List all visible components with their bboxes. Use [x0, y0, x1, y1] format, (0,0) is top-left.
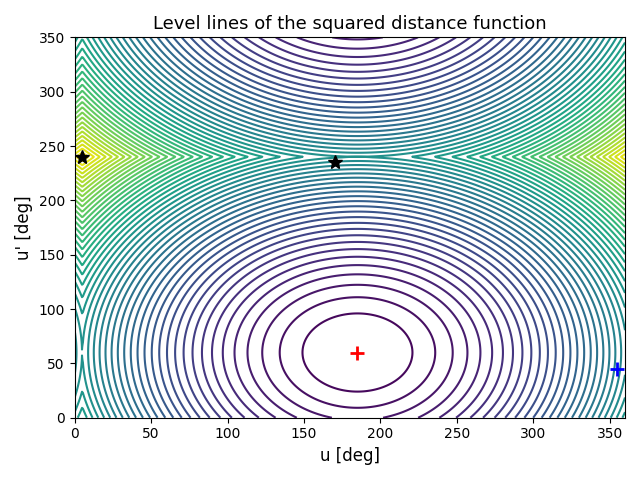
- X-axis label: u [deg]: u [deg]: [320, 447, 380, 465]
- Y-axis label: u' [deg]: u' [deg]: [15, 195, 33, 260]
- Title: Level lines of the squared distance function: Level lines of the squared distance func…: [153, 15, 547, 33]
